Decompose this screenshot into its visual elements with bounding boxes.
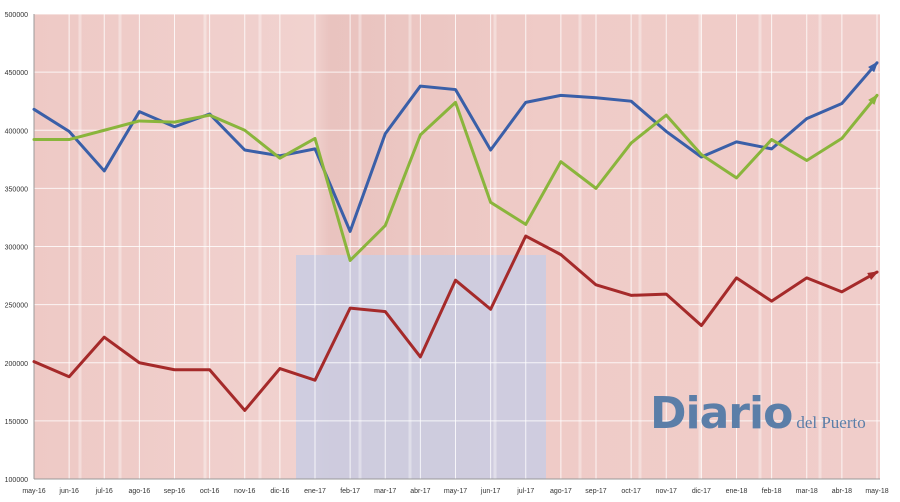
x-tick-label: ene-18 <box>726 488 748 495</box>
x-tick-label: jul-17 <box>516 488 534 495</box>
x-tick-label: abr-18 <box>832 488 852 495</box>
diario-del-puerto-logo: Diario del Puerto <box>650 388 866 439</box>
gridlines <box>33 13 880 480</box>
x-tick-label: ene-17 <box>304 488 326 495</box>
x-tick-label: feb-17 <box>340 488 360 495</box>
x-tick-label: jul-16 <box>95 488 113 495</box>
series-arrowhead-2 <box>868 93 879 105</box>
x-tick-label: jun-16 <box>58 488 79 495</box>
series-line-1 <box>32 61 879 233</box>
y-tick-label: 250000 <box>5 303 28 310</box>
logo-main-text: Diario <box>650 388 793 439</box>
x-tick-label: oct-16 <box>200 488 220 495</box>
y-tick-label: 350000 <box>5 186 28 193</box>
x-tick-label: nov-16 <box>234 488 256 495</box>
x-tick-label: sep-17 <box>585 488 607 495</box>
x-tick-label: may-18 <box>865 488 888 495</box>
x-tick-label: nov-17 <box>656 488 678 495</box>
y-tick-label: 450000 <box>5 70 28 77</box>
series-line-3 <box>32 234 879 412</box>
x-tick-label: ago-17 <box>550 488 572 495</box>
x-tick-label: ago-16 <box>128 488 150 495</box>
x-tick-label: dic-16 <box>270 488 289 495</box>
y-tick-label: 100000 <box>5 477 28 484</box>
x-tick-label: sep-16 <box>164 488 186 495</box>
x-tick-label: abr-17 <box>410 488 430 495</box>
series-line-2 <box>32 93 879 262</box>
y-tick-label: 300000 <box>5 245 28 252</box>
x-tick-label: dic-17 <box>692 488 711 495</box>
x-tick-label: may-16 <box>22 488 45 495</box>
y-tick-label: 500000 <box>5 12 28 19</box>
y-tick-label: 150000 <box>5 419 28 426</box>
x-tick-label: jun-17 <box>480 488 501 495</box>
logo-sub-text: del Puerto <box>796 413 866 432</box>
x-tick-label: mar-17 <box>374 488 396 495</box>
y-tick-label: 200000 <box>5 361 28 368</box>
series-arrowhead-3 <box>867 271 879 280</box>
x-tick-label: may-17 <box>444 488 467 495</box>
x-tick-label: feb-18 <box>762 488 782 495</box>
axes: 100000 150000 200000 250000 300000 350000 4000… <box>5 12 889 495</box>
x-tick-label: oct-17 <box>621 488 641 495</box>
series-arrowhead-1 <box>868 61 879 73</box>
series <box>32 61 879 412</box>
y-tick-label: 400000 <box>5 128 28 135</box>
x-tick-label: mar-18 <box>796 488 818 495</box>
